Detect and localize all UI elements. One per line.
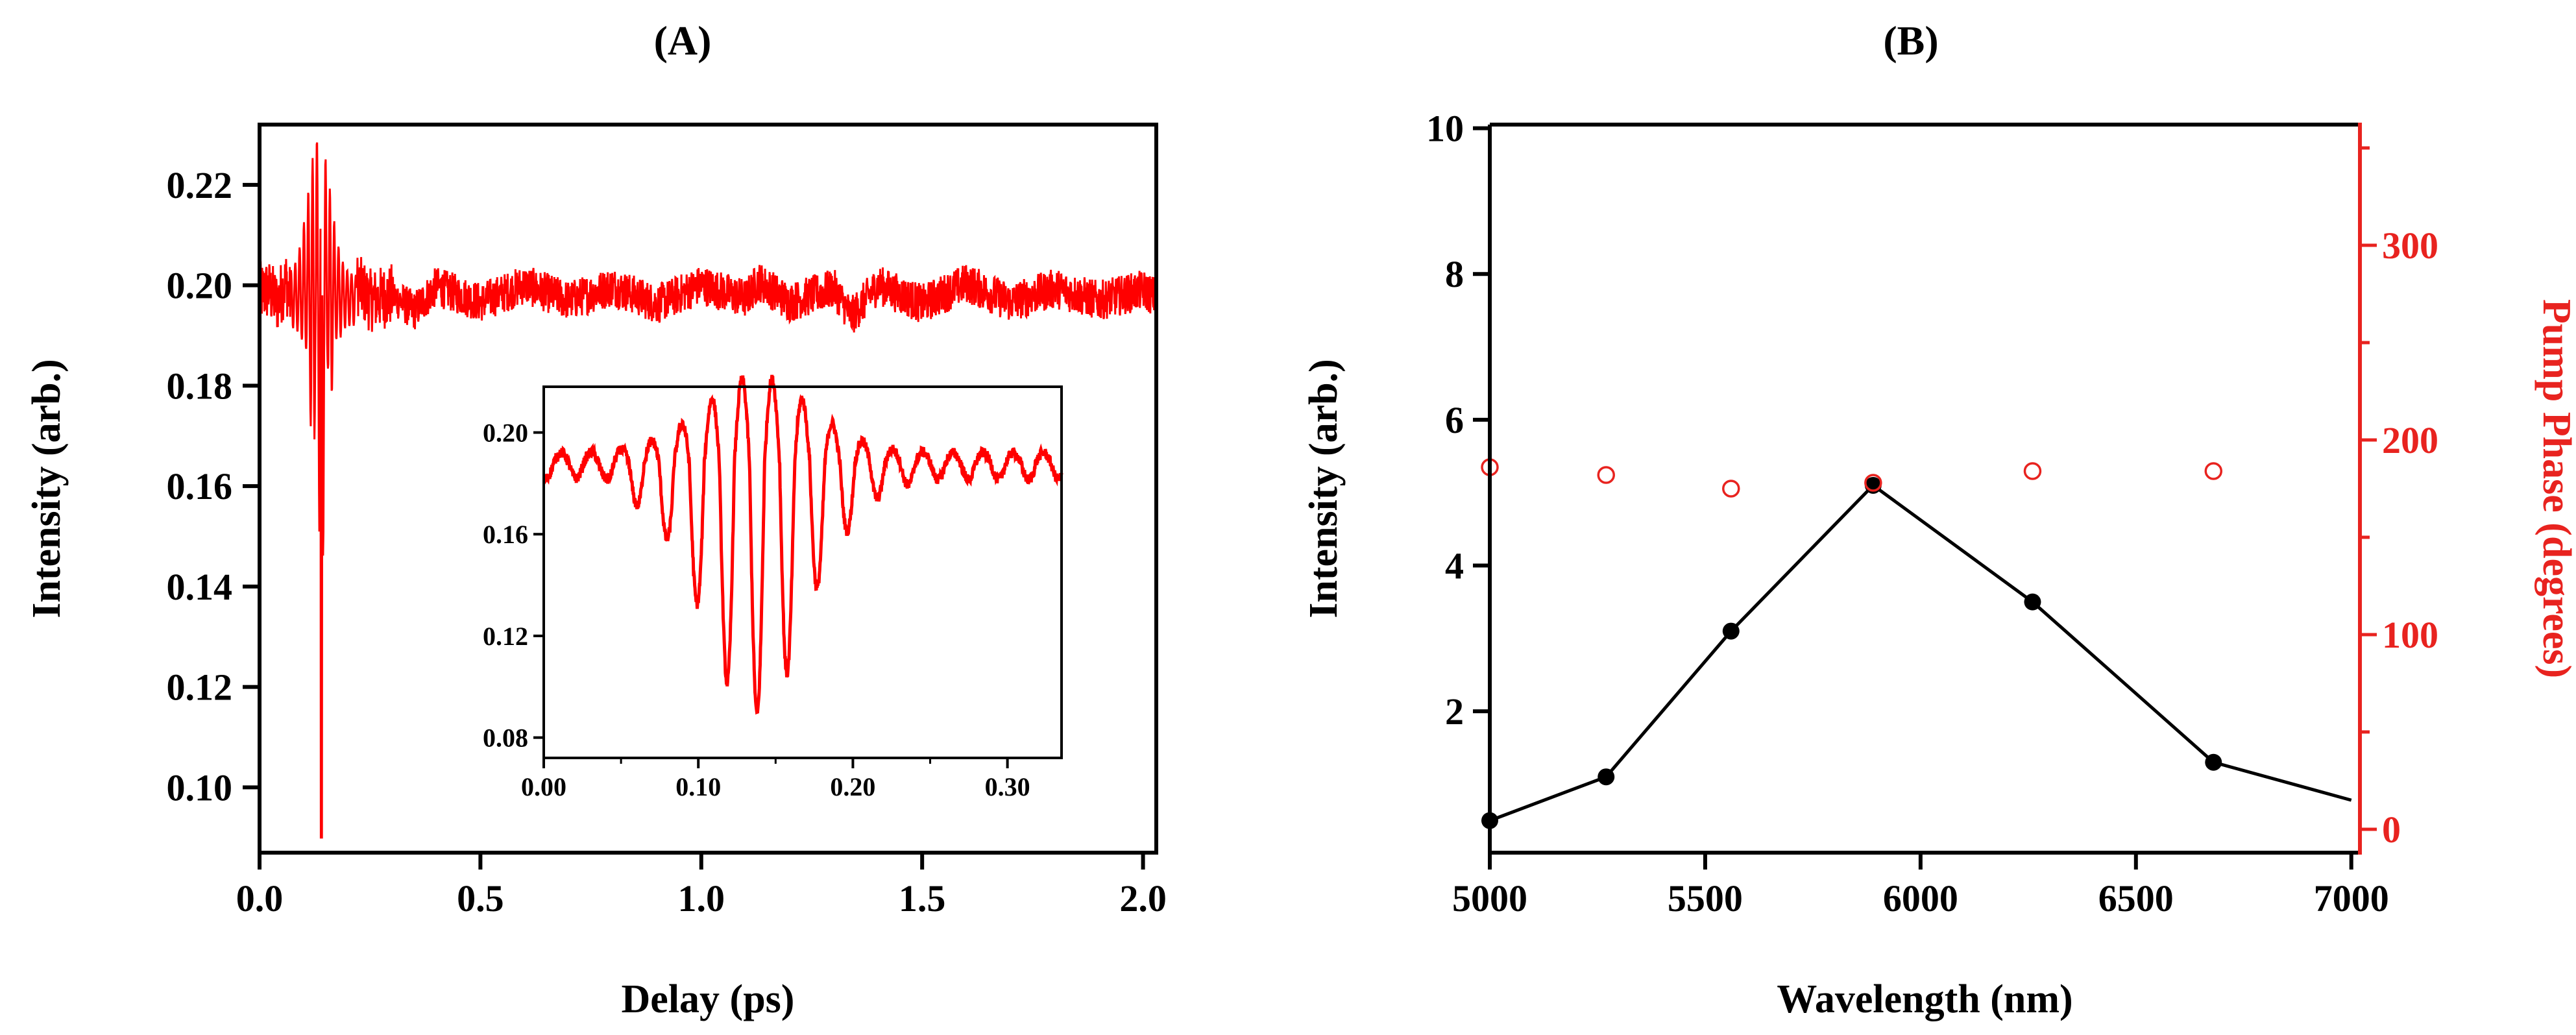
y-tick-label: 0.18 (167, 365, 233, 407)
x-tick-label: 2.0 (1119, 877, 1167, 919)
x-tick-label: 0.5 (457, 877, 504, 919)
y-tick-label: 4 (1445, 544, 1464, 587)
y-tick-label: 0.14 (167, 566, 233, 608)
x-tick-label: 1.5 (899, 877, 946, 919)
y2-tick-label: 300 (2382, 225, 2438, 267)
y-tick-label: 2 (1445, 690, 1464, 733)
x-tick-label: 7000 (2314, 877, 2389, 919)
phase-point (2204, 462, 2223, 480)
phase-point (1722, 480, 1740, 498)
chart-a-inset: 0.08 0.12 0.16 0.20 0.00 0.10 0.20 0.30 (483, 374, 1063, 801)
inset-x-tick-label: 0.10 (675, 772, 721, 801)
y2-tick-label: 200 (2382, 419, 2438, 461)
x-tick-label: 5500 (1668, 877, 1743, 919)
chart-a: 0.10 0.12 0.14 0.16 0.18 0.20 0.22 0.0 0.5 1.0 1.5… (25, 123, 1167, 1021)
y-tick-label: 10 (1426, 108, 1464, 150)
inset-y-tick-label: 0.12 (483, 622, 528, 651)
inset-y-tick-label: 0.20 (483, 419, 528, 448)
phase-point (1597, 466, 1615, 484)
intensity-line (1489, 483, 2352, 822)
y2-axis-title: Pump Phase (degrees) (2534, 299, 2576, 678)
x-tick-label: 6000 (1883, 877, 1958, 919)
y-tick-label: 0.10 (167, 766, 233, 809)
x-axis-title: Wavelength (nm) (1777, 977, 2072, 1021)
x-tick-label: 0.0 (236, 877, 284, 919)
y-tick-label: 0.12 (167, 666, 233, 709)
inset-frame (542, 385, 1063, 759)
x-tick-label: 1.0 (678, 877, 725, 919)
y2-tick-label: 0 (2382, 809, 2401, 851)
phase-point (2023, 462, 2042, 480)
intensity-point (1722, 622, 1740, 640)
inset-y-tick-label: 0.16 (483, 520, 528, 549)
y-tick-label: 0.16 (167, 465, 233, 507)
chart-b: 2 4 6 8 10 5000 5500 6000 6500 7000 0 100 200 300 Wave… (1302, 108, 2576, 1021)
intensity-point (1598, 768, 1615, 786)
y2-tick-label: 100 (2382, 614, 2438, 656)
intensity-point (2024, 593, 2041, 611)
inset-signal-trace (542, 374, 1063, 715)
inset-x-tick-label: 0.30 (985, 772, 1030, 801)
y-axis-title: Intensity (arb.) (25, 359, 69, 618)
y-tick-label: 0.22 (167, 164, 233, 206)
y-tick-label: 0.20 (167, 265, 233, 307)
inset-background (544, 387, 1062, 758)
signal-trace (258, 142, 1158, 839)
y-axis-title: Intensity (arb.) (1302, 359, 1346, 618)
phase-point (1864, 474, 1882, 492)
panel-b-label: (B) (1883, 18, 1938, 64)
panel-a-label: (A) (654, 18, 712, 64)
inset-x-tick-label: 0.00 (521, 772, 566, 801)
x-tick-label: 6500 (2098, 877, 2174, 919)
x-tick-label: 5000 (1452, 877, 1527, 919)
x-axis-title: Delay (ps) (622, 977, 795, 1021)
inset-x-tick-label: 0.20 (830, 772, 875, 801)
y-tick-label: 8 (1445, 253, 1464, 295)
intensity-point (2205, 753, 2222, 771)
plot-frame (258, 123, 1158, 855)
inset-y-tick-label: 0.08 (483, 724, 528, 753)
y-tick-label: 6 (1445, 399, 1464, 441)
